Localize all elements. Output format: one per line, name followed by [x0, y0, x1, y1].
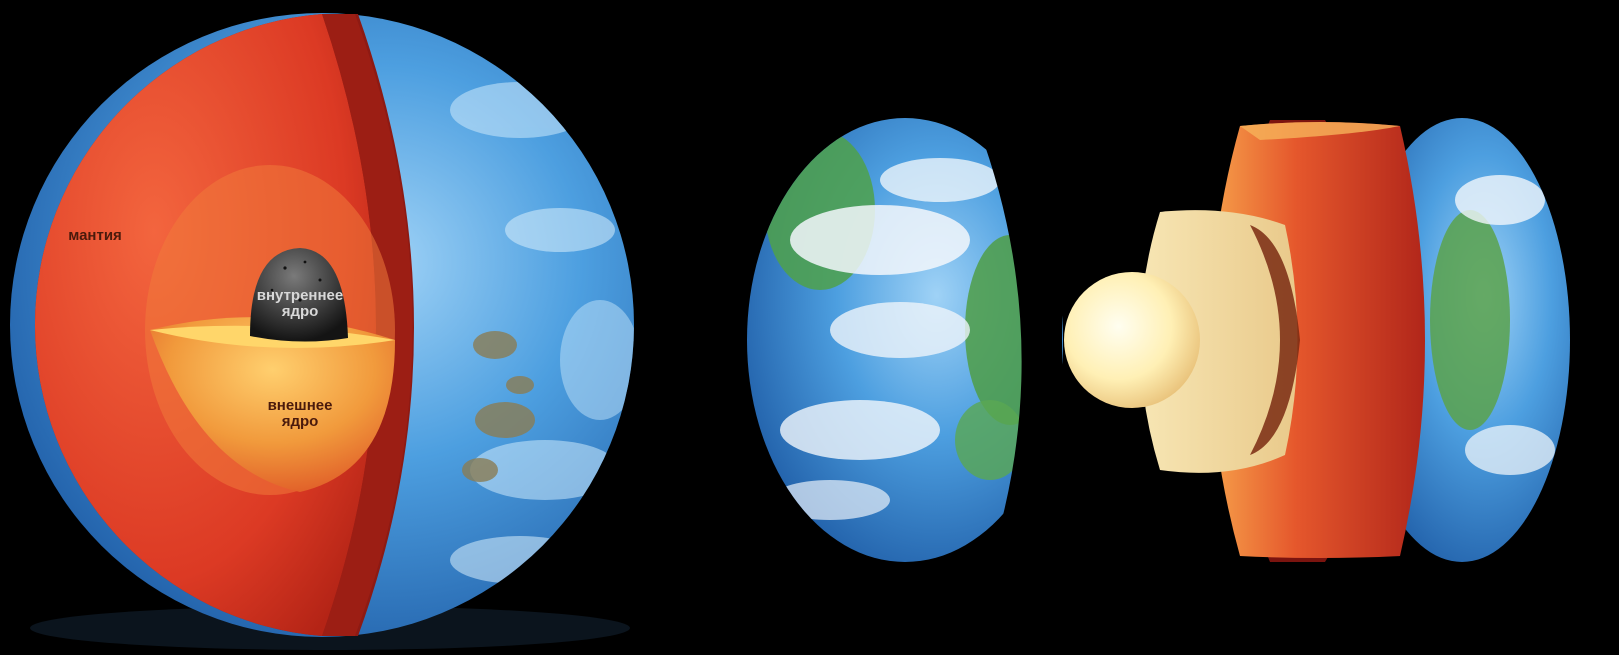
inner-core-label-line-2: ядро: [230, 304, 370, 320]
inner-core-label-line-1: внутреннее: [230, 288, 370, 304]
right-exploded-layers: [1064, 118, 1570, 562]
left-earth-cutaway: [10, 13, 640, 650]
outer-core-label-line-2: ядро: [240, 414, 360, 430]
outer-core-label: внешнее ядро: [240, 398, 360, 430]
mantle-label: мантия: [20, 228, 170, 244]
outer-core-label-line-1: внешнее: [240, 398, 360, 414]
middle-earth-hemisphere: [747, 118, 1063, 562]
inner-core-label: внутреннее ядро: [230, 288, 370, 320]
